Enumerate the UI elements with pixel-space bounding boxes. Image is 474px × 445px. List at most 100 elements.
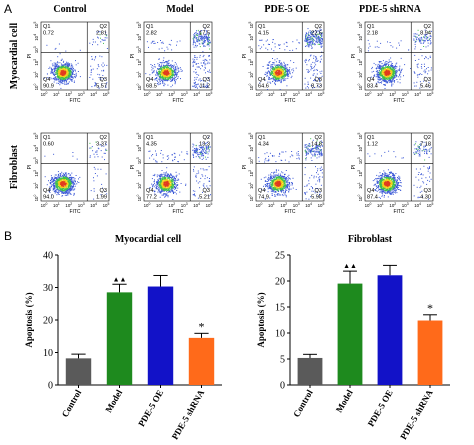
dot-q4 <box>163 79 164 80</box>
dot-q1 <box>390 42 391 43</box>
dot-q4 <box>288 74 289 75</box>
dot-q4 <box>269 72 270 73</box>
dot-q4 <box>157 72 158 73</box>
dot-q3 <box>200 55 201 56</box>
dot-q3 <box>203 56 204 57</box>
dot-q4 <box>151 184 152 185</box>
dot-q2 <box>195 32 196 33</box>
dot-q2 <box>322 46 323 47</box>
dot-q4 <box>391 78 392 79</box>
dot-q4 <box>378 68 379 69</box>
dot-q4 <box>285 66 286 67</box>
dot-q3 <box>310 69 311 70</box>
dot-q1 <box>399 45 400 46</box>
dot-q4 <box>68 192 69 193</box>
dot-q2 <box>420 38 421 39</box>
dot-q4 <box>61 193 62 194</box>
dot-q3 <box>321 55 322 56</box>
dot-q4 <box>51 69 52 70</box>
dot-q4 <box>172 60 173 61</box>
dot-q4 <box>377 81 378 82</box>
dot-q1 <box>292 50 293 51</box>
dot-q4 <box>156 80 157 81</box>
dot-q4 <box>276 76 277 77</box>
dot-q4 <box>158 68 159 69</box>
dot-q3 <box>198 66 199 67</box>
dot-q4 <box>67 73 68 74</box>
y-tick-label: 103 <box>33 46 39 53</box>
dot-q2 <box>206 39 207 40</box>
dot-q4 <box>285 66 286 67</box>
dot-q2 <box>105 149 106 150</box>
dot-q3 <box>428 67 429 68</box>
dot-q4 <box>73 185 74 186</box>
dot-q3 <box>317 61 318 62</box>
dot-q4 <box>58 69 59 70</box>
dot-q4 <box>152 73 153 74</box>
dot-q3 <box>426 57 427 58</box>
dot-q2 <box>426 46 427 47</box>
dot-q4 <box>70 70 71 71</box>
dot-q4 <box>66 180 67 181</box>
dot-q4 <box>175 62 176 63</box>
dot-q2 <box>309 41 310 42</box>
dot-q4 <box>59 181 60 182</box>
dot-q1 <box>398 43 399 44</box>
dot-q2 <box>306 39 307 40</box>
dot-q4 <box>387 74 388 75</box>
dot-q3 <box>418 74 419 75</box>
dot-q4 <box>55 175 56 176</box>
dot-q4 <box>56 80 57 81</box>
dot-q4 <box>68 62 69 63</box>
dot-q3 <box>203 55 204 56</box>
dot-q4 <box>157 63 158 64</box>
dot-q1 <box>387 41 388 42</box>
dot-q4 <box>66 62 67 63</box>
dot-q4 <box>396 76 397 77</box>
dot-q4 <box>387 81 388 82</box>
dot-q4 <box>61 189 62 190</box>
dot-q4 <box>65 65 66 66</box>
dot-q1 <box>163 43 164 44</box>
dot-q4 <box>57 61 58 62</box>
dot-q4 <box>165 193 166 194</box>
dot-q4 <box>274 71 275 72</box>
dot-q4 <box>384 76 385 77</box>
dot-q4 <box>56 187 57 188</box>
flow-plot: Q10.72Q22.81Q35.57Q490.91001001011011021… <box>27 22 110 105</box>
dot-q4 <box>282 77 283 78</box>
x-tick-label: 102 <box>168 91 175 97</box>
dot-q3 <box>431 70 432 71</box>
dot-q2 <box>198 40 199 41</box>
y-axis-label: PI <box>351 54 357 59</box>
dot-q2 <box>309 35 310 36</box>
dot-q2 <box>416 41 417 42</box>
dot-q4 <box>76 183 77 184</box>
dot-q4 <box>391 69 392 70</box>
y-axis-label: PI <box>130 54 136 59</box>
dot-q4 <box>278 74 279 75</box>
dot-q4 <box>55 76 56 77</box>
x-tick-label: 102 <box>280 91 287 97</box>
column-title: Control <box>53 4 86 15</box>
dot-q4 <box>389 78 390 79</box>
dot-q4 <box>165 65 166 66</box>
dot-q4 <box>71 69 72 70</box>
dot-q3 <box>193 66 194 67</box>
dot-q4 <box>154 71 155 72</box>
dot-q4 <box>286 68 287 69</box>
dot-q4 <box>273 62 274 63</box>
dot-q4 <box>174 65 175 66</box>
dot-q4 <box>276 61 277 62</box>
dot-q4 <box>280 78 281 79</box>
dot-q1 <box>275 46 276 47</box>
dot-q4 <box>381 66 382 67</box>
dot-q3 <box>91 86 92 87</box>
dot-q4 <box>267 72 268 73</box>
dot-q2 <box>100 38 101 39</box>
dot-q4 <box>287 71 288 72</box>
dot-q4 <box>378 79 379 80</box>
dot-q4 <box>159 79 160 80</box>
dot-q4 <box>392 81 393 82</box>
y-tick-label: 104 <box>136 34 142 41</box>
